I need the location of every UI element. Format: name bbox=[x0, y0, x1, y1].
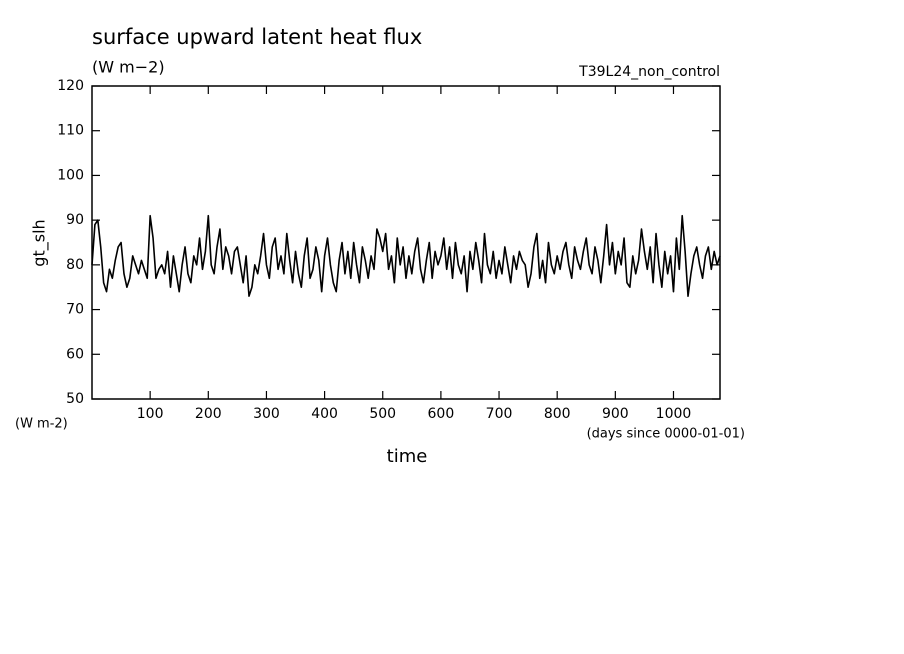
plot-frame bbox=[91, 85, 721, 400]
x-tick-label: 1000 bbox=[656, 406, 692, 422]
x-tick-label: 600 bbox=[428, 406, 455, 422]
chart-title: surface upward latent heat flux bbox=[92, 25, 422, 49]
x-tick-label: 500 bbox=[369, 406, 396, 422]
y-tick-label: 100 bbox=[57, 167, 84, 183]
x-units: (days since 0000-01-01) bbox=[587, 427, 745, 442]
x-tick-label: 700 bbox=[486, 406, 513, 422]
x-tick-label: 900 bbox=[602, 406, 629, 422]
annotation: T39L24_non_control bbox=[578, 64, 720, 80]
y-tick-label: 120 bbox=[57, 78, 84, 94]
y-tick-label: 80 bbox=[66, 257, 84, 273]
x-tick-label: 200 bbox=[195, 406, 222, 422]
x-tick-label: 800 bbox=[544, 406, 571, 422]
chart-subtitle: (W m−2) bbox=[92, 58, 165, 77]
x-tick-label: 400 bbox=[311, 406, 338, 422]
y-tick-label: 60 bbox=[66, 346, 84, 362]
y-tick-label: 50 bbox=[66, 391, 84, 407]
x-tick-label: 300 bbox=[253, 406, 280, 422]
y-axis-label: gt_slh bbox=[30, 219, 50, 266]
data-line bbox=[91, 214, 721, 297]
x-tick-label: 100 bbox=[137, 406, 164, 422]
y-units: (W m-2) bbox=[15, 417, 68, 432]
y-tick-label: 90 bbox=[66, 212, 84, 228]
x-axis-label: time bbox=[387, 446, 428, 467]
y-tick-label: 70 bbox=[66, 302, 84, 318]
y-tick-label: 110 bbox=[57, 123, 84, 139]
